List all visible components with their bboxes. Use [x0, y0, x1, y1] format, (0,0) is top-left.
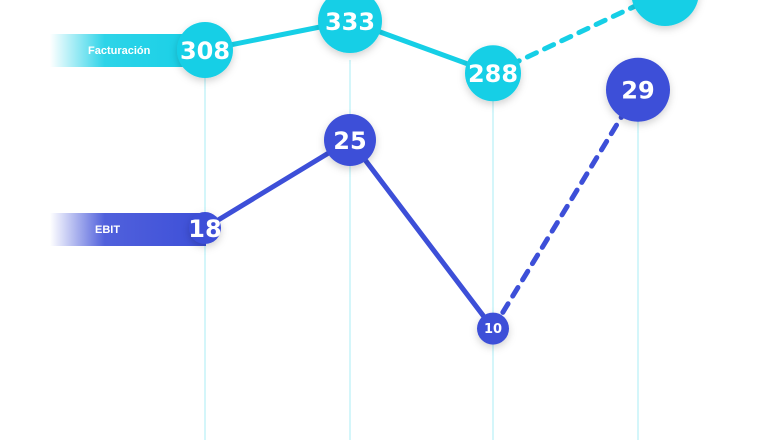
series-1-segment-3: [490, 87, 641, 332]
series-1-point-3: [477, 312, 509, 345]
series-1-data-label-3: 10: [484, 322, 502, 337]
series-1-data-label-4: 29: [621, 77, 654, 105]
series-0-point-3: [465, 45, 521, 102]
series-0-data-label-3: 288: [468, 60, 518, 88]
series-1-point-2: [324, 114, 376, 166]
legend-label-ebit: EBIT: [95, 224, 120, 236]
legend-label-facturacion: Facturación: [88, 45, 151, 57]
series-0-data-label-1: 308: [180, 37, 230, 65]
series-points: 308 333 288 18 25 10 29: [177, 0, 699, 345]
series-0-data-label-2: 333: [325, 8, 375, 36]
series-1-point-4: [606, 57, 670, 122]
gridlines: [204, 60, 639, 440]
series-1-segment-2: [347, 137, 496, 332]
series-1-data-label-1: 18: [188, 215, 221, 243]
series-0-point-1: [177, 22, 233, 78]
series-0-point-2: [318, 0, 382, 53]
legend-band-ebit: [50, 213, 206, 246]
series-1-point-1: [189, 212, 221, 244]
series-lines: [202, 0, 654, 332]
series-0-point-4: [631, 0, 699, 26]
series-1-segment-1: [202, 137, 353, 231]
series-1-data-label-2: 25: [333, 127, 366, 155]
